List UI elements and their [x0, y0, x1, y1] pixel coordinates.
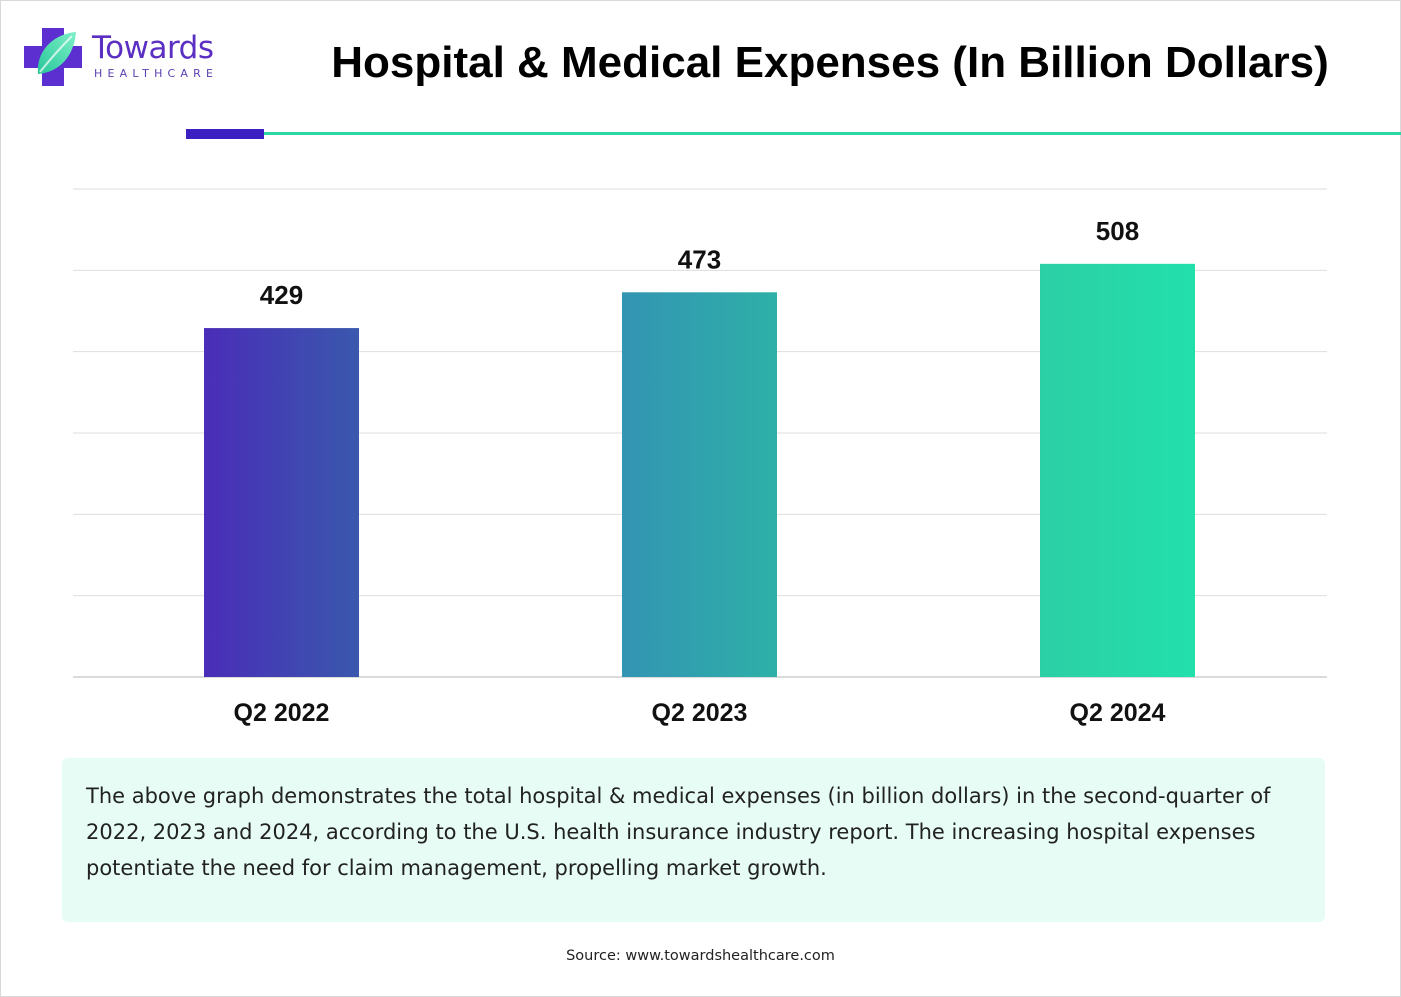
bar-q2-2023 [622, 292, 777, 677]
brand-logo: Towards HEALTHCARE [20, 26, 240, 90]
x-tick-label: Q2 2022 [234, 699, 330, 727]
bar-q2-2024 [1040, 263, 1195, 677]
bar-chart: 429 473 508 Q2 2022 Q2 2023 Q2 2024 [73, 188, 1327, 727]
x-tick-label: Q2 2024 [1070, 699, 1166, 727]
description-text: The above graph demonstrates the total h… [86, 784, 1271, 880]
data-label: 429 [260, 280, 303, 310]
medical-cross-leaf-icon [24, 28, 82, 86]
title-rule-line [264, 132, 1401, 135]
bars [204, 263, 1195, 677]
bar-q2-2022 [204, 328, 359, 677]
description-panel: The above graph demonstrates the total h… [62, 758, 1325, 922]
brand-subtitle: HEALTHCARE [94, 67, 219, 80]
brand-name: Towards [92, 30, 214, 66]
data-label: 508 [1096, 216, 1139, 246]
title-rule-accent [186, 129, 264, 139]
x-tick-labels: Q2 2022 Q2 2023 Q2 2024 [234, 699, 1166, 727]
chart-title: Hospital & Medical Expenses (In Billion … [331, 38, 1329, 87]
data-labels: 429 473 508 [260, 216, 1139, 310]
x-tick-label: Q2 2023 [652, 699, 748, 727]
data-label: 473 [678, 244, 721, 274]
source-citation: Source: www.towardshealthcare.com [566, 948, 835, 964]
